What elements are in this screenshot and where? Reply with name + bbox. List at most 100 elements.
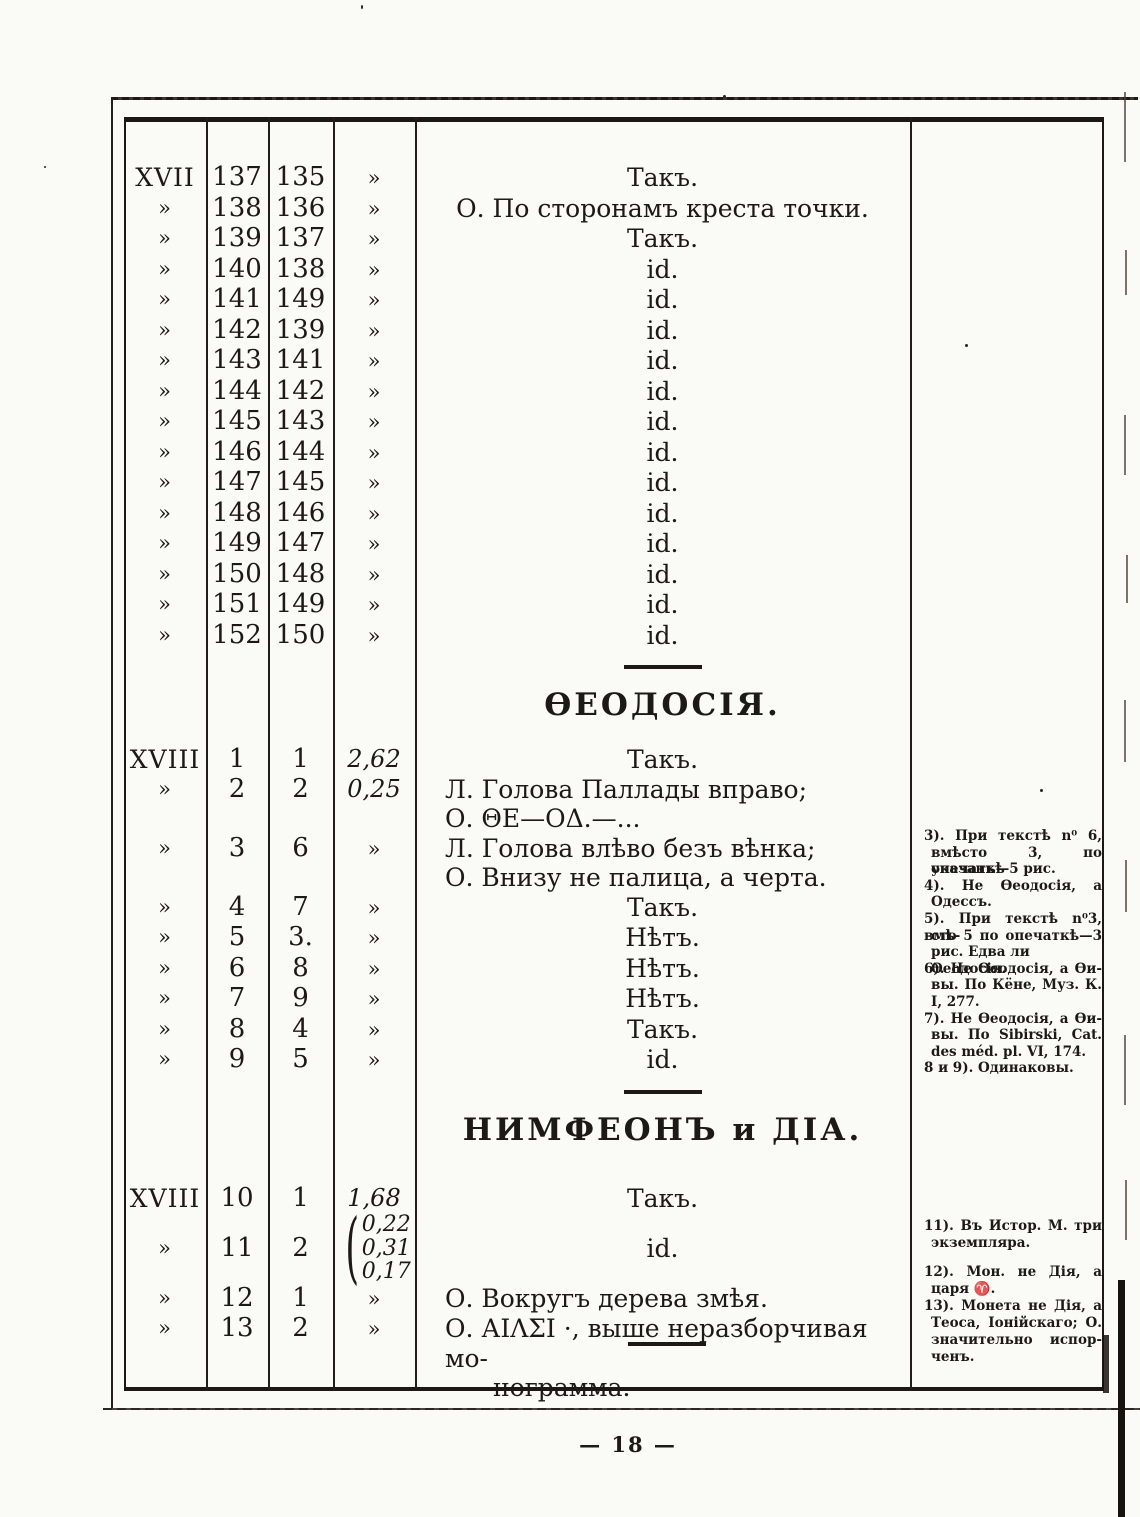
margin-note-line: 13). Монета не Дія, а — [924, 1298, 1102, 1314]
text-number-cell: 138 — [212, 192, 262, 223]
weight-cell: » — [333, 438, 415, 469]
margin-note-line: царя ♈. — [931, 1281, 996, 1297]
column-rule-text-number — [268, 117, 270, 1391]
description-line: О. ΘЕ—ОΔ.—... — [445, 804, 641, 833]
margin-note-line: вы. По Кёне, Муз. К. — [931, 977, 1102, 994]
weight-cell: » — [333, 560, 415, 591]
table-row: » 142 139 » id. — [124, 314, 1104, 347]
text-number-cell: 142 — [212, 314, 262, 345]
page-edge-artifact — [1124, 415, 1126, 475]
text-number-cell: 139 — [212, 223, 262, 253]
description-cell: Л. Голова влѣво безъ вѣнка; О. Внизу не п… — [415, 834, 910, 893]
weight-cell: » — [333, 923, 415, 954]
margin-note: 8 и 9). Одинаковы. — [924, 1060, 1102, 1077]
description-line: id. — [646, 254, 679, 284]
description-line: Нѣтъ. — [625, 953, 700, 983]
notes-cell — [910, 285, 1104, 315]
weight-value: » — [367, 895, 381, 920]
plate-number-cell: 137 — [275, 223, 326, 253]
section-divider-end — [628, 1342, 706, 1346]
table-row: » 144 142 » id. — [124, 375, 1104, 408]
section-heading: ѲЕОДОСІЯ. — [544, 687, 781, 723]
margin-notes-nymphaion: 11). Въ Истор. М. три экземпляра. 12). Мон… — [924, 1218, 1102, 1366]
description-line: Такъ. — [626, 1183, 699, 1213]
description-line: id. — [646, 620, 679, 650]
description-cell: Такъ. — [415, 1015, 910, 1045]
description-cell: Нѣтъ. — [415, 954, 910, 984]
weight-cell: » — [333, 1045, 415, 1076]
plate-number-cell: 7 — [292, 891, 309, 922]
description-cell: id. — [415, 1234, 910, 1264]
plate-cell: » — [158, 1316, 172, 1340]
text-number-cell: 11 — [220, 1232, 254, 1263]
table-row: » 148 146 » id. — [124, 498, 1104, 530]
text-number-cell: 146 — [212, 436, 262, 467]
description-cell: Такъ. — [415, 893, 910, 923]
margin-note: 7). Не Ѳеодосія, а Ѳи-вы. По Sibirski, C… — [924, 1011, 1102, 1061]
page-edge-artifact — [1124, 92, 1126, 162]
text-number-cell: 6 — [228, 952, 246, 983]
notes-cell — [910, 499, 1104, 529]
description-cell: id. — [415, 407, 910, 437]
table-row: » 143 141 » id. — [124, 345, 1104, 377]
weight-value: » — [367, 1017, 381, 1042]
table-row: » 2 2 0,25 Л. Голова Паллады вправо; О. ΘЕ—ОΔ… — [124, 774, 1104, 834]
text-number-cell: 5 — [228, 922, 246, 952]
weight-value: » — [367, 836, 381, 861]
margin-note-line: 11). Въ Истор. М. три — [924, 1218, 1102, 1234]
section-divider — [624, 1089, 702, 1094]
description-cell: id. — [415, 560, 910, 590]
notes-cell — [910, 255, 1104, 285]
table-row: » 149 147 » id. — [124, 528, 1104, 560]
text-number-cell: 4 — [228, 891, 246, 922]
description-line: О. АІΛΣІ ·, выше неразборчивая мо- — [445, 1314, 868, 1373]
description-line: Л. Голова влѣво безъ вѣнка; — [445, 833, 816, 863]
notes-cell — [910, 590, 1104, 620]
weight-cell: » — [333, 984, 415, 1015]
margin-note-line: рис. Едва ли Ѳеодосія. — [931, 944, 1030, 977]
plate-cell: » — [158, 1285, 172, 1310]
weight-value: » — [367, 926, 381, 950]
weight-cell: » — [333, 316, 415, 347]
page-edge-artifact — [1124, 700, 1126, 762]
weight-cell: 2,62 — [333, 745, 415, 775]
plate-cell: » — [158, 256, 172, 281]
plate-cell: » — [158, 925, 172, 949]
text-number-cell: 144 — [212, 375, 262, 406]
plate-cell: » — [158, 531, 172, 555]
description-line: id. — [646, 468, 679, 497]
plate-number-cell: 139 — [275, 314, 326, 345]
coin-catalog-table: XVII 137 135» Такъ.» 138 136» О. По сторонамъ … — [124, 117, 1104, 1402]
margin-note-line: экземпляра. — [931, 1235, 1031, 1251]
weight-cell: (0,22 0,31 0,17 — [333, 1209, 415, 1287]
column-rule-plate-number — [333, 117, 335, 1391]
weight-value: » — [367, 166, 381, 190]
table-row: » 11 2 (0,22 0,31 0,17 id. — [124, 1209, 1104, 1287]
description-cell: id. — [415, 285, 910, 315]
weight-cell: » — [333, 1314, 415, 1345]
column-rule-weight — [415, 117, 417, 1391]
plate-number-cell: 5 — [292, 1044, 309, 1074]
table-row: » 3 6 » Л. Голова влѣво безъ вѣнка; О. Внизу … — [124, 832, 1104, 893]
text-number-cell: 3 — [228, 832, 246, 863]
weight-cell: » — [333, 499, 415, 530]
weight-cell: » — [333, 163, 415, 194]
weight-value: 1,68 — [347, 1183, 401, 1212]
plate-number-cell: 142 — [275, 375, 326, 406]
plate-number-cell: 149 — [275, 284, 326, 314]
margin-note: 12). Мон. не Дія, а царя ♈. — [924, 1264, 1102, 1298]
plate-cell: » — [158, 378, 172, 403]
description-line: id. — [646, 315, 679, 345]
description-line: Такъ. — [626, 163, 699, 192]
description-cell: О. По сторонамъ креста точки. — [415, 194, 910, 224]
margin-note-line: 4). Не Ѳеодосія, а — [924, 877, 1102, 894]
margin-note-line: Одессъ. — [931, 894, 992, 911]
margin-note-line: 7). Не Ѳеодосія, а Ѳи- — [924, 1010, 1102, 1027]
plate-cell: » — [158, 1047, 172, 1071]
text-number-cell: 137 — [212, 162, 262, 192]
page-frame-top-rule — [111, 97, 1138, 100]
description-cell: id. — [415, 346, 910, 376]
weight-cell: 1,68 — [333, 1184, 415, 1214]
description-cell: Такъ. — [415, 1184, 910, 1214]
page-edge-artifact — [1125, 860, 1127, 912]
